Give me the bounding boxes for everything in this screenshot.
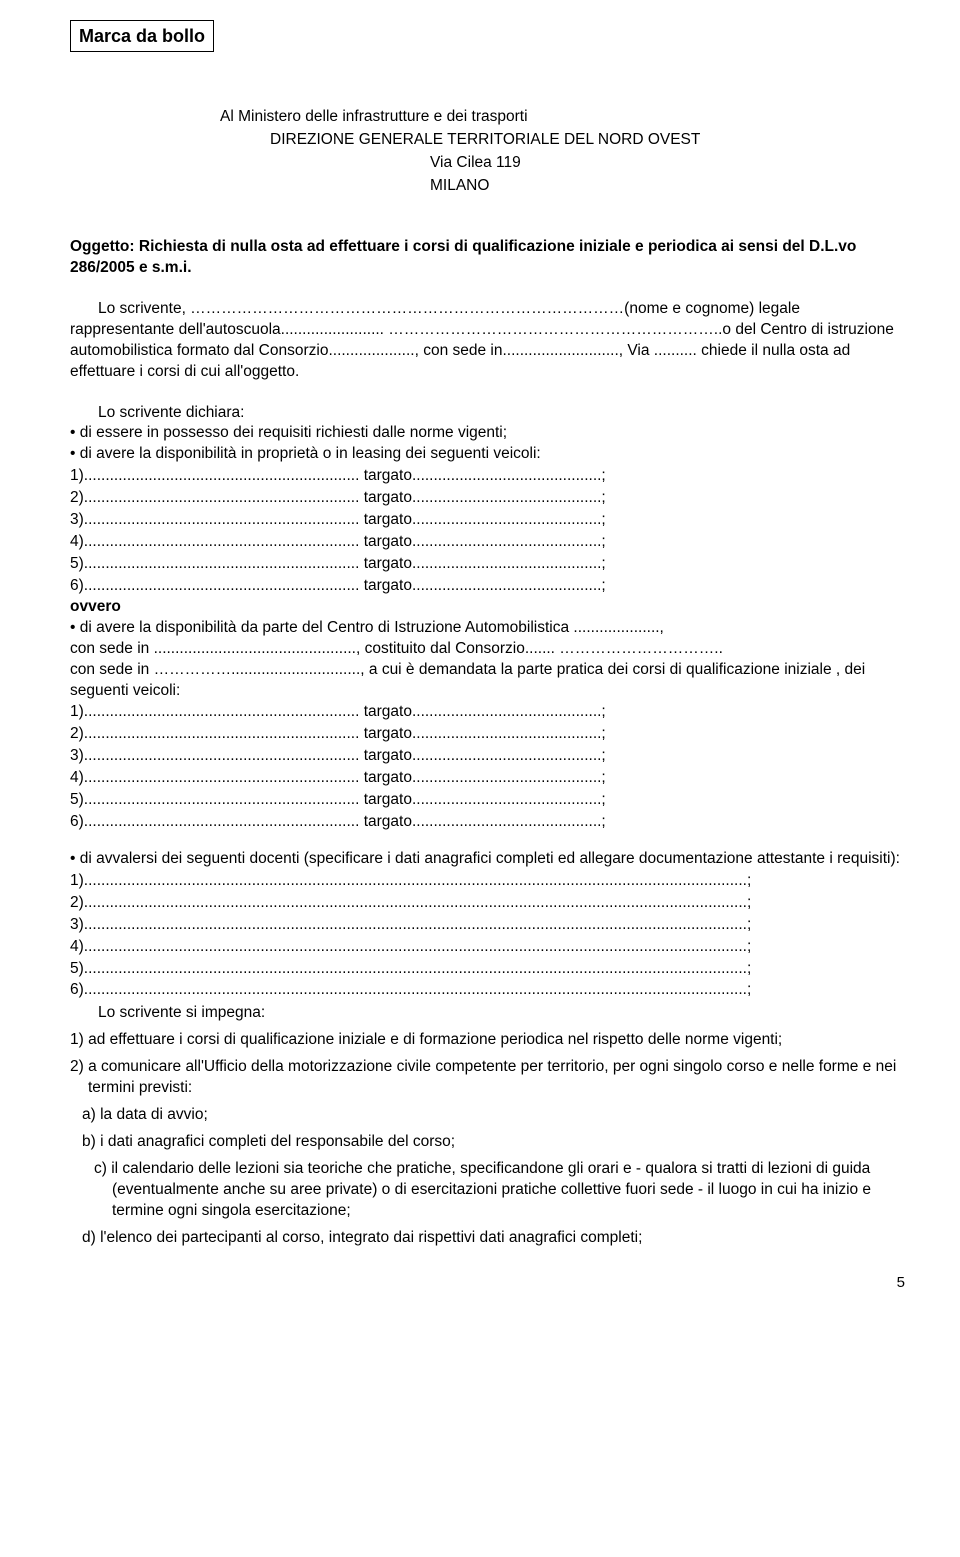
teacher-1: 1)......................................… [70,871,905,892]
teacher-2: 2)......................................… [70,893,905,914]
vehicle-3: 3)......................................… [70,510,905,531]
vehicle2-5: 5)......................................… [70,790,905,811]
vehicle-4: 4)......................................… [70,532,905,553]
commitment-list: 1) ad effettuare i corsi di qualificazio… [70,1030,905,1248]
declaration-bullet-3: • di avere la disponibilità da parte del… [70,618,905,639]
vehicle2-2: 2)......................................… [70,724,905,745]
teacher-3: 3)......................................… [70,915,905,936]
vehicle-5: 5)......................................… [70,554,905,575]
recipient-line-3: Via Cilea 119 [430,153,905,174]
vehicle-2: 2)......................................… [70,488,905,509]
subject-block: Oggetto: Richiesta di nulla osta ad effe… [70,237,905,279]
commitment-2c: c) il calendario delle lezioni sia teori… [82,1159,905,1222]
vehicle2-6: 6)......................................… [70,812,905,833]
subject-label: Oggetto: [70,238,135,255]
vehicle-6: 6)......................................… [70,576,905,597]
recipient-line-2: DIREZIONE GENERALE TERRITORIALE DEL NORD… [270,130,905,151]
vehicle2-4: 4)......................................… [70,768,905,789]
commitment-2d: d) l'elenco dei partecipanti al corso, i… [82,1228,905,1249]
teacher-6: 6)......................................… [70,980,905,1001]
recipient-header: Al Ministero delle infrastrutture e dei … [220,107,905,197]
page-number: 5 [70,1273,905,1293]
recipient-line-1: Al Ministero delle infrastrutture e dei … [220,107,905,128]
vehicle2-3: 3)......................................… [70,746,905,767]
declaration-bullet-2: • di avere la disponibilità in proprietà… [70,444,905,465]
stamp-duty-box: Marca da bollo [70,20,214,52]
ovvero-label: ovvero [70,597,905,618]
commitment-2a: a) la data di avvio; [82,1105,905,1126]
commitment-2: 2) a comunicare all'Ufficio della motori… [70,1057,905,1099]
vehicle-list-1: 1)......................................… [70,466,905,597]
declaration-bullet-1: • di essere in possesso dei requisiti ri… [70,423,905,444]
teachers-list: 1)......................................… [70,871,905,1002]
commitment-2b: b) i dati anagrafici completi del respon… [82,1132,905,1153]
subject-text: Richiesta di nulla osta ad effettuare i … [70,238,856,276]
declaration-intro: Lo scrivente dichiara: [70,403,905,424]
vehicle-list-2: 1)......................................… [70,702,905,833]
intro-paragraph: Lo scrivente, ……………………………………………………………………… [70,299,905,383]
commitment-1: 1) ad effettuare i corsi di qualificazio… [70,1030,905,1051]
declaration-bullet-3c: con sede in …………….......................… [70,660,905,702]
recipient-line-4: MILANO [430,176,905,197]
teacher-5: 5)......................................… [70,959,905,980]
commitment-intro: Lo scrivente si impegna: [70,1003,905,1024]
declaration-bullet-3b: con sede in ............................… [70,639,905,660]
vehicle2-1: 1)......................................… [70,702,905,723]
teacher-4: 4)......................................… [70,937,905,958]
teachers-bullet: • di avvalersi dei seguenti docenti (spe… [70,849,905,870]
vehicle-1: 1)......................................… [70,466,905,487]
